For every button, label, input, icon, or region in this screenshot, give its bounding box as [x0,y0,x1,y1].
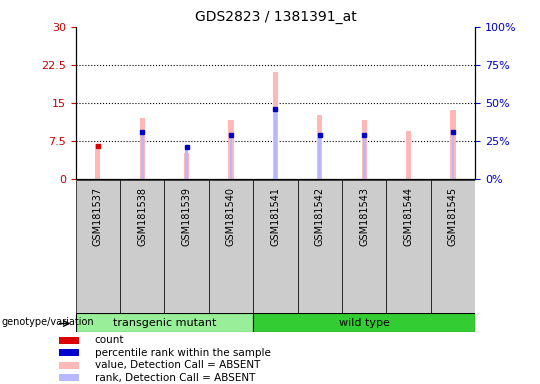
Bar [363,133,366,179]
Text: GSM181542: GSM181542 [315,187,325,246]
Bar [59,362,79,369]
Bar [59,337,79,344]
Bar [274,108,276,179]
Bar [59,349,79,356]
Text: GSM181537: GSM181537 [93,187,103,246]
Bar [164,180,209,313]
Bar [342,180,387,313]
Bar [59,374,79,381]
Bar [298,180,342,313]
Text: value, Detection Call = ABSENT: value, Detection Call = ABSENT [95,360,260,370]
Bar [76,180,120,313]
Text: GSM181543: GSM181543 [359,187,369,246]
Bar [185,146,188,179]
Bar [95,144,100,179]
Text: GSM181541: GSM181541 [271,187,280,246]
Bar [141,131,144,179]
Text: genotype/variation: genotype/variation [2,316,94,327]
Bar [253,180,298,313]
Bar [228,121,234,179]
Bar [451,131,454,179]
Text: wild type: wild type [339,318,390,328]
Text: count: count [95,335,124,345]
Text: rank, Detection Call = ABSENT: rank, Detection Call = ABSENT [95,373,255,383]
Text: GSM181539: GSM181539 [181,187,192,246]
Bar [184,153,189,179]
Bar [317,115,322,179]
Text: GSM181544: GSM181544 [403,187,414,246]
Bar [230,133,232,179]
Bar [431,180,475,313]
Bar [253,313,475,332]
Text: percentile rank within the sample: percentile rank within the sample [95,348,271,358]
Title: GDS2823 / 1381391_at: GDS2823 / 1381391_at [194,10,356,25]
Bar [319,133,321,179]
Bar [76,313,253,332]
Bar [387,180,431,313]
Text: GSM181545: GSM181545 [448,187,458,246]
Bar [139,118,145,179]
Bar [209,180,253,313]
Bar [273,73,278,179]
Bar [120,180,164,313]
Text: GSM181538: GSM181538 [137,187,147,246]
Bar [406,131,411,179]
Text: GSM181540: GSM181540 [226,187,236,246]
Text: transgenic mutant: transgenic mutant [113,318,216,328]
Bar [450,110,456,179]
Bar [362,121,367,179]
